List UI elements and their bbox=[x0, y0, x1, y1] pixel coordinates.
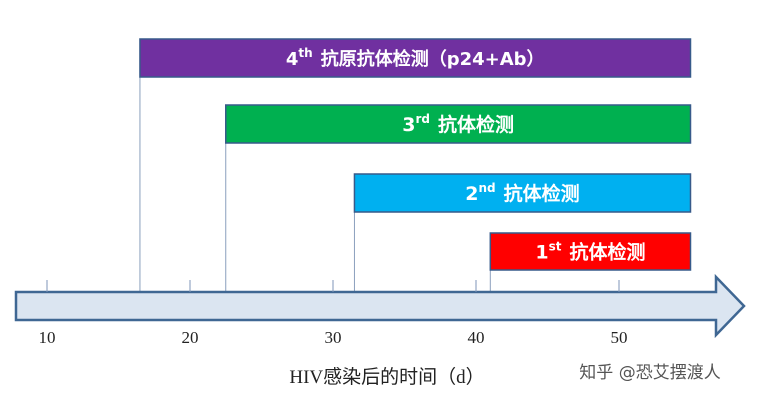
generation-suffix: rd bbox=[415, 112, 430, 126]
tick-label: 40 bbox=[468, 328, 485, 347]
test-name: 抗体检测 bbox=[504, 182, 580, 205]
generation-suffix: st bbox=[549, 240, 562, 254]
generation-number: 4 bbox=[286, 49, 299, 70]
connector-lines bbox=[139, 77, 491, 292]
test-bar-label: 2nd 抗体检测 bbox=[465, 181, 579, 205]
test-bar bbox=[225, 104, 692, 144]
test-bar bbox=[489, 232, 692, 271]
test-name: 抗体检测 bbox=[438, 113, 514, 136]
tick-label: 30 bbox=[325, 328, 342, 347]
test-name: 抗原抗体检测（p24+Ab） bbox=[321, 48, 545, 70]
test-bar-label: 4th 抗原抗体检测（p24+Ab） bbox=[286, 46, 545, 70]
tick-label: 10 bbox=[39, 328, 56, 347]
test-bar-label: 1st 抗体检测 bbox=[535, 240, 645, 264]
generation-suffix: th bbox=[298, 46, 312, 60]
generation-number: 2 bbox=[465, 183, 478, 205]
test-name: 抗体检测 bbox=[569, 241, 645, 264]
test-bar bbox=[353, 173, 692, 213]
generation-number: 1 bbox=[535, 242, 548, 264]
axis-arrow-shape bbox=[14, 273, 746, 339]
tick-label: 50 bbox=[611, 328, 628, 347]
generation-number: 3 bbox=[402, 114, 415, 136]
time-axis-arrow bbox=[14, 273, 746, 339]
test-bar-label: 3rd 抗体检测 bbox=[402, 112, 514, 136]
test-generation-bars: 4th 抗原抗体检测（p24+Ab） 3rd 抗体检测 2nd 抗体检测 1st 抗体检测 bbox=[139, 38, 692, 271]
tick-label: 20 bbox=[182, 328, 199, 347]
generation-suffix: nd bbox=[479, 181, 496, 195]
test-bar bbox=[139, 38, 692, 78]
axis-title: HIV感染后的时间（d） bbox=[289, 366, 484, 388]
watermark-text: 知乎 @恐艾摆渡人 bbox=[579, 363, 720, 383]
axis-ticks: 10 20 30 40 50 bbox=[39, 280, 628, 347]
